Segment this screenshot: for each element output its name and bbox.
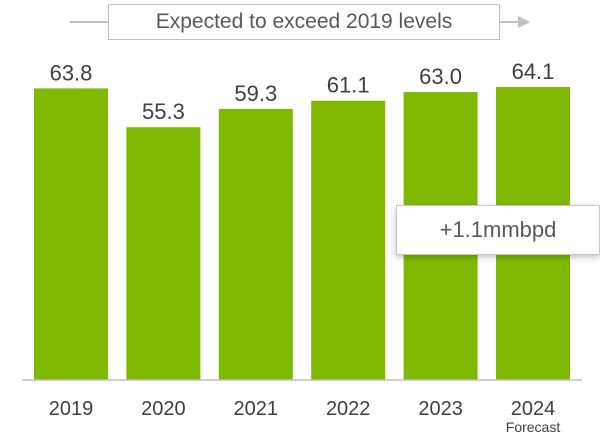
value-label-2022: 61.1 [327, 73, 370, 98]
x-tick-sublabel-2024: Forecast [506, 419, 561, 434]
right-arrow-head [518, 16, 530, 28]
x-tick-label-2022: 2022 [326, 398, 371, 420]
value-label-2021: 59.3 [234, 81, 277, 106]
bar-2022 [311, 100, 386, 380]
x-tick-label-2020: 2020 [141, 398, 186, 420]
increase-callout: +1.1mmbpd [396, 205, 600, 255]
value-label-2023: 63.0 [419, 64, 462, 89]
bar-2021 [218, 108, 293, 380]
value-label-2024: 64.1 [512, 59, 555, 84]
value-label-2020: 55.3 [142, 99, 185, 124]
banner-arrows [70, 16, 530, 28]
bar-2019 [34, 88, 108, 381]
x-tick-label-2023: 2023 [418, 398, 463, 420]
annotation-banner: Expected to exceed 2019 levels [108, 4, 500, 40]
bar-2020 [126, 127, 201, 381]
x-tick-label-2024: 2024 [511, 398, 556, 420]
x-tick-label-2019: 2019 [49, 398, 94, 420]
value-label-2019: 63.8 [50, 60, 93, 85]
x-tick-label-2021: 2021 [234, 398, 279, 420]
